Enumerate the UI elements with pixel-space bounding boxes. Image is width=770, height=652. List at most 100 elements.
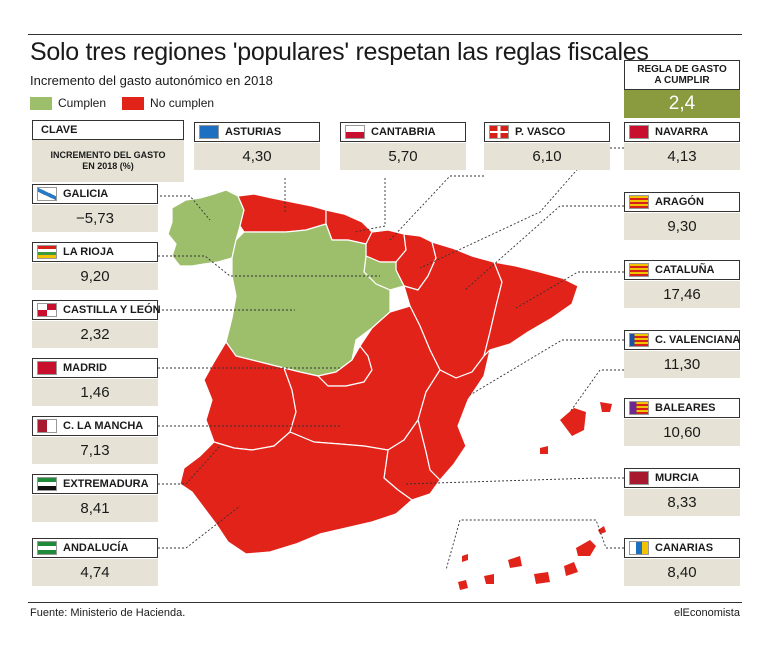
label-murcia: MURCIA 8,33 [624,468,740,516]
label-andalucia-header: ANDALUCÍA [32,538,158,558]
key-box: CLAVE INCREMENTO DEL GASTO EN 2018 (%) [32,120,184,182]
rule-label-line2: A CUMPLIR [654,75,710,86]
label-aragon-value: 9,30 [624,213,740,240]
label-castilla-value: 2,32 [32,321,158,348]
aragon-flag-icon [629,195,649,209]
label-asturias-name: ASTURIAS [225,126,282,138]
label-baleares-value: 10,60 [624,419,740,446]
rule-label-line1: REGLA DE GASTO [637,64,727,75]
label-cantabria: CANTABRIA 5,70 [340,122,466,170]
cataluna-flag-icon [629,263,649,277]
label-andalucia-value: 4,74 [32,559,158,586]
key-line1: INCREMENTO DEL GASTO [50,150,166,160]
label-extremadura-name: EXTREMADURA [63,478,149,490]
label-cantabria-name: CANTABRIA [371,126,436,138]
leader-murcia [403,477,624,485]
label-baleares: BALEARES 10,60 [624,398,740,446]
bottom-rule [28,602,742,603]
label-canarias-value: 8,40 [624,559,740,586]
label-castilla-header: CASTILLA Y LEÓN [32,300,161,320]
leader-baleares [569,369,624,413]
label-clamancha-header: C. LA MANCHA [32,416,158,436]
asturias-flag-icon [199,125,219,139]
label-madrid-name: MADRID [63,362,107,374]
leader-cvalenciana [469,339,624,396]
label-larioja-value: 9,20 [32,263,158,290]
label-cataluna-name: CATALUÑA [655,264,715,276]
label-cataluna: CATALUÑA 17,46 [624,260,740,308]
label-castilla: CASTILLA Y LEÓN 2,32 [32,300,161,348]
label-asturias-header: ASTURIAS [194,122,320,142]
label-pvasco: P. VASCO 6,10 [484,122,610,170]
canarias-flag-icon [629,541,649,555]
larioja-flag-icon [37,245,57,259]
label-cataluna-value: 17,46 [624,281,740,308]
leader-lines [158,147,624,571]
label-galicia: GALICIA −5,73 [32,184,158,232]
region-castilla [225,223,391,377]
label-extremadura: EXTREMADURA 8,41 [32,474,158,522]
label-larioja-name: LA RIOJA [63,246,114,258]
label-madrid-value: 1,46 [32,379,158,406]
leader-aragon [464,205,624,291]
legend: Cumplen No cumplen [30,96,230,110]
label-aragon: ARAGÓN 9,30 [624,192,740,240]
region-asturias [237,193,327,233]
label-murcia-header: MURCIA [624,468,740,488]
region-andalucia [179,431,413,555]
brand-logo: elEconomista [673,607,740,619]
rule-box: REGLA DE GASTO A CUMPLIR 2,4 [624,60,740,118]
label-andalucia-name: ANDALUCÍA [63,542,129,554]
madrid-flag-icon [37,361,57,375]
label-navarra: NAVARRA 4,13 [624,122,740,170]
label-cvalenciana: C. VALENCIANA 11,30 [624,330,740,378]
rule-value: 2,4 [624,90,740,118]
label-cataluna-header: CATALUÑA [624,260,740,280]
murcia-flag-icon [629,471,649,485]
leader-galicia [160,195,211,221]
label-pvasco-name: P. VASCO [515,126,566,138]
page-title: Solo tres regiones 'populares' respetan … [30,38,649,66]
castilla-flag-icon [37,303,57,317]
label-pvasco-header: P. VASCO [484,122,610,142]
label-baleares-name: BALEARES [655,402,716,414]
legend-swatch-no-cumplen [122,96,145,110]
baleares-flag-icon [629,401,649,415]
leader-pvasco [389,175,484,241]
label-canarias-header: CANARIAS [624,538,740,558]
label-andalucia: ANDALUCÍA 4,74 [32,538,158,586]
label-asturias: ASTURIAS 4,30 [194,122,320,170]
label-pvasco-value: 6,10 [484,143,610,170]
label-galicia-name: GALICIA [63,188,109,200]
legend-label-no-cumplen: No cumplen [150,96,215,110]
label-asturias-value: 4,30 [194,143,320,170]
galicia-flag-icon [37,187,57,201]
label-extremadura-header: EXTREMADURA [32,474,158,494]
label-clamancha-name: C. LA MANCHA [63,420,144,432]
label-navarra-header: NAVARRA [624,122,740,142]
navarra-flag-icon [629,125,649,139]
top-rule [28,34,742,35]
label-murcia-value: 8,33 [624,489,740,516]
key-line2: EN 2018 (%) [82,161,134,171]
label-castilla-name: CASTILLA Y LEÓN [63,304,161,316]
leader-andalucia [158,505,241,549]
label-aragon-header: ARAGÓN [624,192,740,212]
label-madrid: MADRID 1,46 [32,358,158,406]
label-cantabria-header: CANTABRIA [340,122,466,142]
extremadura-flag-icon [37,477,57,491]
label-cvalenciana-name: C. VALENCIANA [655,334,741,346]
legend-label-cumplen: Cumplen [58,96,107,110]
key-body: INCREMENTO DEL GASTO EN 2018 (%) [32,140,184,182]
label-clamancha: C. LA MANCHA 7,13 [32,416,158,464]
page-subtitle: Incremento del gasto autonómico en 2018 [30,73,273,88]
region-cantabria [325,209,373,245]
label-galicia-value: −5,73 [32,205,158,232]
label-aragon-name: ARAGÓN [655,196,704,208]
label-navarra-name: NAVARRA [655,126,709,138]
label-navarra-value: 4,13 [624,143,740,170]
clamancha-flag-icon [37,419,57,433]
leader-cantabria [354,178,386,233]
label-murcia-name: MURCIA [655,472,699,484]
source-note: Fuente: Ministerio de Hacienda. [30,607,186,619]
